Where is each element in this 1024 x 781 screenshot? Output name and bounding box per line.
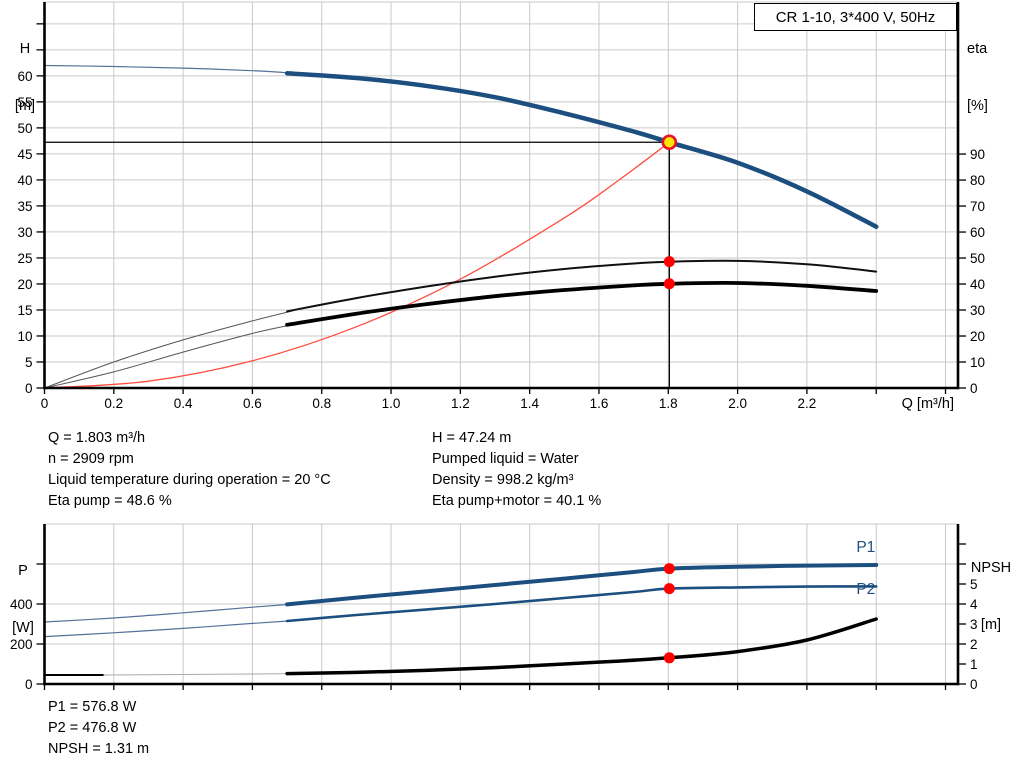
duty-flow-text: Q = 1.803 m³/h [48,430,146,446]
svg-text:90: 90 [970,147,985,162]
svg-text:25: 25 [17,251,32,266]
p-axis-unit: [W] [12,620,34,636]
duty-speed-text: n = 2909 rpm [48,451,134,467]
svg-text:45: 45 [17,147,32,162]
svg-text:0.6: 0.6 [243,396,262,411]
svg-text:0: 0 [41,396,49,411]
svg-text:200: 200 [10,637,33,652]
p-axis-label: P [W] [5,524,41,676]
npsh-axis-label: NPSH [m] [963,521,1019,673]
svg-text:1.4: 1.4 [520,396,539,411]
eta-axis-unit: [%] [967,98,988,114]
h-axis-unit: [m] [14,98,36,114]
svg-text:1.6: 1.6 [590,396,609,411]
svg-text:1.2: 1.2 [451,396,470,411]
svg-text:1.8: 1.8 [659,396,678,411]
svg-text:15: 15 [17,303,32,318]
h-axis-label: H [m] [7,2,43,154]
svg-text:30: 30 [17,225,32,240]
duty-head-text: H = 47.24 m [432,430,512,446]
duty-eta-pump-motor-text: Eta pump+motor = 40.1 % [432,493,602,509]
svg-text:10: 10 [970,355,985,370]
svg-text:0.8: 0.8 [312,396,331,411]
svg-text:60: 60 [17,69,32,84]
svg-text:3: 3 [970,617,978,632]
svg-text:10: 10 [17,329,32,344]
svg-text:P1: P1 [856,539,875,556]
svg-text:0: 0 [970,677,978,692]
svg-text:4: 4 [970,597,978,612]
duty-density-text: Density = 998.2 kg/m³ [432,472,574,488]
svg-text:40: 40 [17,173,32,188]
svg-text:400: 400 [10,597,33,612]
svg-text:P2: P2 [856,581,875,598]
svg-text:0: 0 [970,381,978,396]
svg-text:50: 50 [17,121,32,136]
duty-info-left-column: Q = 1.803 m³/h n = 2909 rpm Liquid tempe… [48,428,331,512]
eta-axis-label: eta [%] [967,2,1019,154]
svg-text:5: 5 [25,355,33,370]
svg-text:80: 80 [970,173,985,188]
svg-text:30: 30 [970,303,985,318]
pump-title-box: CR 1-10, 3*400 V, 50Hz [754,3,957,31]
svg-text:50: 50 [970,251,985,266]
svg-text:5: 5 [970,577,978,592]
svg-text:1: 1 [970,657,978,672]
svg-text:20: 20 [17,277,32,292]
p2-value-text: P2 = 476.8 W [48,720,137,736]
q-axis-label: Q [m³/h] [901,396,954,412]
svg-text:0: 0 [25,381,33,396]
svg-text:2: 2 [970,637,978,652]
svg-text:0.4: 0.4 [174,396,193,411]
npsh-axis-quantity: NPSH [970,560,1012,576]
svg-text:2.0: 2.0 [728,396,747,411]
svg-text:0.2: 0.2 [104,396,123,411]
svg-text:60: 60 [970,225,985,240]
duty-liquid-text: Pumped liquid = Water [432,451,579,467]
svg-text:2.2: 2.2 [798,396,817,411]
duty-info-right-column: H = 47.24 m Pumped liquid = Water Densit… [432,428,601,512]
svg-text:20: 20 [970,329,985,344]
eta-axis-quantity: eta [967,41,988,57]
svg-text:40: 40 [970,277,985,292]
svg-text:70: 70 [970,199,985,214]
duty-eta-pump-text: Eta pump = 48.6 % [48,493,172,509]
power-info-column: P1 = 576.8 W P2 = 476.8 W NPSH = 1.31 m [48,697,149,760]
svg-text:55: 55 [17,95,32,110]
duty-temperature-text: Liquid temperature during operation = 20… [48,472,331,488]
p1-value-text: P1 = 576.8 W [48,699,137,715]
svg-text:0: 0 [25,677,33,692]
svg-text:1.0: 1.0 [382,396,401,411]
h-axis-quantity: H [19,41,31,57]
p-axis-quantity: P [18,563,28,579]
npsh-value-text: NPSH = 1.31 m [48,741,150,757]
svg-text:35: 35 [17,199,32,214]
npsh-axis-unit: [m] [980,617,1002,633]
